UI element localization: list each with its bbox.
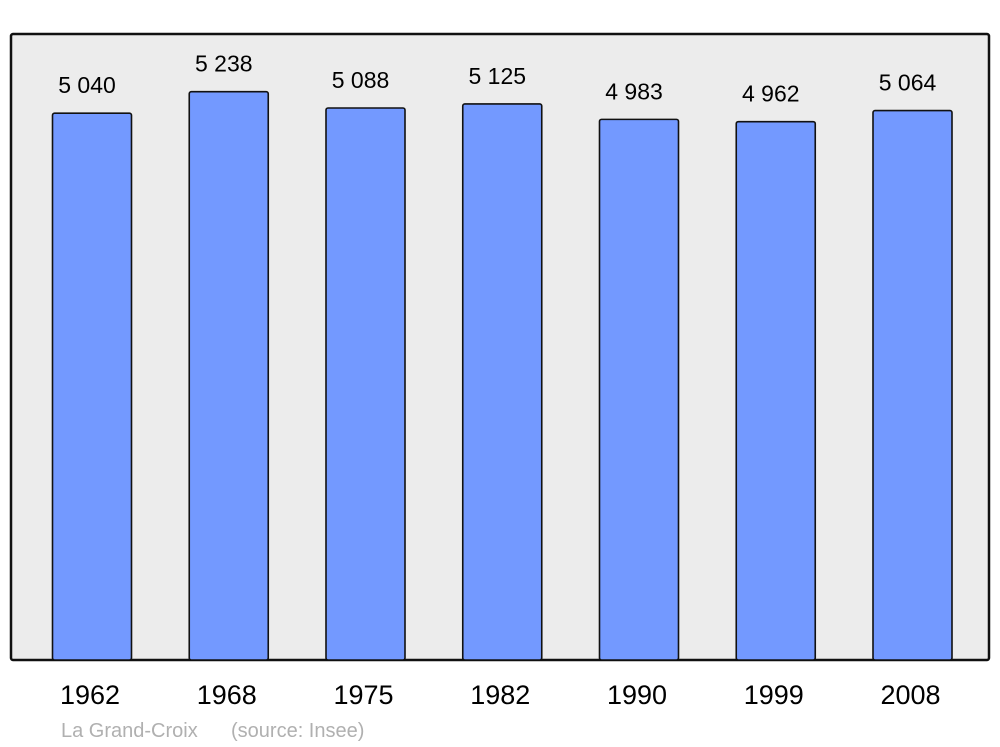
value-label-1999: 4 962 <box>742 81 800 107</box>
bar-2008 <box>872 109 953 661</box>
x-tick-label-1968: 1968 <box>197 680 257 710</box>
bar-1990 <box>598 118 680 661</box>
value-label-1968: 5 238 <box>195 51 253 77</box>
x-tick-label-2008: 2008 <box>880 680 940 710</box>
x-tick-label-1962: 1962 <box>60 680 120 710</box>
value-label-1975: 5 088 <box>332 67 390 93</box>
bar-1982 <box>461 103 543 661</box>
value-label-1962: 5 040 <box>58 72 116 98</box>
bar-1975 <box>325 107 406 661</box>
x-tick-label-1999: 1999 <box>744 680 804 710</box>
bar-1968 <box>188 90 270 661</box>
footer-source: (source: Insee) <box>231 720 364 742</box>
value-label-1982: 5 125 <box>468 63 526 89</box>
value-label-1990: 4 983 <box>605 78 663 104</box>
bar-1962 <box>51 112 133 661</box>
footer-place: La Grand-Croix <box>61 720 198 742</box>
x-tick-label-1990: 1990 <box>607 680 667 710</box>
value-label-2008: 5 064 <box>879 70 937 96</box>
x-tick-label-1982: 1982 <box>470 680 530 710</box>
x-tick-label-1975: 1975 <box>333 680 393 710</box>
bar-1999 <box>735 120 817 661</box>
